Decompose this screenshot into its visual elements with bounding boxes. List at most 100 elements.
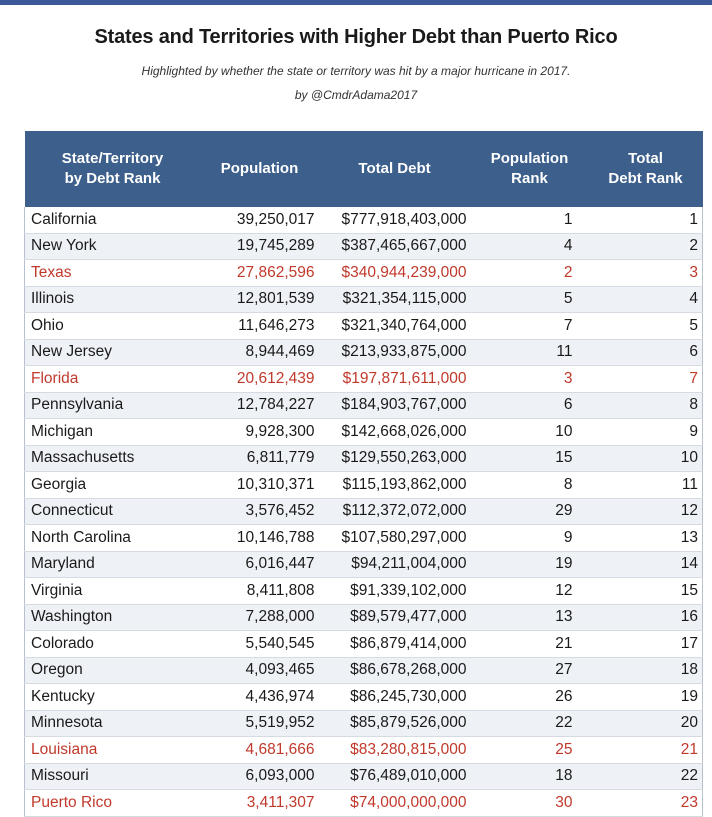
debt-rank-cell: 16 bbox=[588, 604, 703, 631]
population-cell: 5,540,545 bbox=[200, 630, 319, 658]
population-cell: 19,745,289 bbox=[200, 233, 319, 260]
state-name-cell: New York bbox=[24, 233, 201, 260]
population-rank-cell: 1 bbox=[470, 207, 589, 234]
table-row: Pennsylvania 12,784,227 $184,903,767,000 6 8 bbox=[24, 392, 703, 419]
table-row: Georgia 10,310,371 $115,193,862,000 8 11 bbox=[24, 471, 703, 499]
population-rank-cell: 15 bbox=[470, 445, 589, 472]
table-row: Texas 27,862,596 $340,944,239,000 2 3 bbox=[24, 259, 703, 287]
total-debt-cell: $777,918,403,000 bbox=[318, 207, 471, 234]
population-cell: 39,250,017 bbox=[200, 207, 319, 234]
table-row: Florida 20,612,439 $197,871,611,000 3 7 bbox=[24, 365, 703, 393]
table-row: Ohio 11,646,273 $321,340,764,000 7 5 bbox=[24, 312, 703, 340]
population-rank-cell: 22 bbox=[470, 710, 589, 737]
column-header-population-rank: Population Rank bbox=[470, 131, 589, 207]
state-name-cell: Ohio bbox=[24, 312, 201, 340]
debt-rank-cell: 14 bbox=[588, 551, 703, 578]
state-name-cell: Michigan bbox=[24, 418, 201, 446]
byline: by @CmdrAdama2017 bbox=[294, 88, 418, 102]
total-debt-cell: $142,668,026,000 bbox=[318, 418, 471, 446]
state-name-cell: Virginia bbox=[24, 577, 201, 605]
total-debt-cell: $321,340,764,000 bbox=[318, 312, 471, 340]
population-cell: 6,093,000 bbox=[200, 763, 319, 790]
population-cell: 8,411,808 bbox=[200, 577, 319, 605]
population-cell: 12,784,227 bbox=[200, 392, 319, 419]
table-row: Michigan 9,928,300 $142,668,026,000 10 9 bbox=[24, 418, 703, 446]
total-debt-cell: $86,879,414,000 bbox=[318, 630, 471, 658]
state-name-cell: Georgia bbox=[24, 471, 201, 499]
population-cell: 5,519,952 bbox=[200, 710, 319, 737]
population-rank-cell: 10 bbox=[470, 418, 589, 446]
state-name-cell: Pennsylvania bbox=[24, 392, 201, 419]
column-header-total-debt: Total Debt bbox=[318, 131, 471, 207]
population-cell: 3,411,307 bbox=[200, 789, 319, 817]
total-debt-cell: $94,211,004,000 bbox=[318, 551, 471, 578]
debt-rank-cell: 7 bbox=[588, 365, 703, 393]
population-cell: 4,093,465 bbox=[200, 657, 319, 684]
population-rank-cell: 2 bbox=[470, 259, 589, 287]
population-rank-cell: 12 bbox=[470, 577, 589, 605]
debt-rank-cell: 9 bbox=[588, 418, 703, 446]
page-subtitle: Highlighted by whether the state or terr… bbox=[141, 64, 571, 78]
population-rank-cell: 4 bbox=[470, 233, 589, 260]
column-header-line: Rank bbox=[511, 170, 548, 187]
total-debt-cell: $129,550,263,000 bbox=[318, 445, 471, 472]
population-cell: 11,646,273 bbox=[200, 312, 319, 340]
state-name-cell: Puerto Rico bbox=[24, 789, 201, 817]
population-cell: 8,944,469 bbox=[200, 339, 319, 366]
column-header-debt-rank: Total Debt Rank bbox=[588, 131, 703, 207]
table-body: California 39,250,017 $777,918,403,000 1 1 Ne… bbox=[24, 207, 703, 817]
population-rank-cell: 6 bbox=[470, 392, 589, 419]
population-rank-cell: 29 bbox=[470, 498, 589, 525]
table-row: Connecticut 3,576,452 $112,372,072,000 29 12 bbox=[24, 498, 703, 525]
debt-rank-cell: 4 bbox=[588, 286, 703, 313]
population-rank-cell: 11 bbox=[470, 339, 589, 366]
table-row: Oregon 4,093,465 $86,678,268,000 27 18 bbox=[24, 657, 703, 684]
population-cell: 10,310,371 bbox=[200, 471, 319, 499]
debt-rank-cell: 13 bbox=[588, 524, 703, 552]
population-rank-cell: 26 bbox=[470, 683, 589, 711]
population-rank-cell: 27 bbox=[470, 657, 589, 684]
total-debt-cell: $86,245,730,000 bbox=[318, 683, 471, 711]
column-header-line: Total bbox=[628, 150, 663, 167]
total-debt-cell: $321,354,115,000 bbox=[318, 286, 471, 313]
population-rank-cell: 8 bbox=[470, 471, 589, 499]
debt-rank-cell: 5 bbox=[588, 312, 703, 340]
debt-rank-cell: 2 bbox=[588, 233, 703, 260]
total-debt-cell: $107,580,297,000 bbox=[318, 524, 471, 552]
table-row: New York 19,745,289 $387,465,667,000 4 2 bbox=[24, 233, 703, 260]
debt-table: State/Territory by Debt Rank Population … bbox=[24, 131, 703, 817]
debt-rank-cell: 17 bbox=[588, 630, 703, 658]
total-debt-cell: $83,280,815,000 bbox=[318, 736, 471, 764]
population-cell: 20,612,439 bbox=[200, 365, 319, 393]
column-header-line: Total Debt bbox=[358, 160, 431, 177]
population-cell: 3,576,452 bbox=[200, 498, 319, 525]
population-cell: 12,801,539 bbox=[200, 286, 319, 313]
state-name-cell: Minnesota bbox=[24, 710, 201, 737]
table-row: Washington 7,288,000 $89,579,477,000 13 16 bbox=[24, 604, 703, 631]
debt-rank-cell: 10 bbox=[588, 445, 703, 472]
total-debt-cell: $85,879,526,000 bbox=[318, 710, 471, 737]
total-debt-cell: $91,339,102,000 bbox=[318, 577, 471, 605]
column-header-line: State/Territory bbox=[61, 150, 164, 167]
table-row: Missouri 6,093,000 $76,489,010,000 18 22 bbox=[24, 763, 703, 790]
population-cell: 4,681,666 bbox=[200, 736, 319, 764]
column-header-state: State/Territory by Debt Rank bbox=[24, 131, 201, 207]
state-name-cell: California bbox=[24, 207, 201, 234]
table-row: New Jersey 8,944,469 $213,933,875,000 11 6 bbox=[24, 339, 703, 366]
state-name-cell: Connecticut bbox=[24, 498, 201, 525]
debt-rank-cell: 12 bbox=[588, 498, 703, 525]
column-header-line: Debt Rank bbox=[608, 170, 683, 187]
debt-rank-cell: 1 bbox=[588, 207, 703, 234]
state-name-cell: Washington bbox=[24, 604, 201, 631]
debt-rank-cell: 19 bbox=[588, 683, 703, 711]
column-header-line: Population bbox=[490, 150, 569, 167]
total-debt-cell: $74,000,000,000 bbox=[318, 789, 471, 817]
population-rank-cell: 18 bbox=[470, 763, 589, 790]
table-row: North Carolina 10,146,788 $107,580,297,000… bbox=[24, 524, 703, 552]
state-name-cell: Kentucky bbox=[24, 683, 201, 711]
total-debt-cell: $86,678,268,000 bbox=[318, 657, 471, 684]
table-row: Virginia 8,411,808 $91,339,102,000 12 15 bbox=[24, 577, 703, 605]
population-rank-cell: 3 bbox=[470, 365, 589, 393]
population-rank-cell: 30 bbox=[470, 789, 589, 817]
state-name-cell: Louisiana bbox=[24, 736, 201, 764]
